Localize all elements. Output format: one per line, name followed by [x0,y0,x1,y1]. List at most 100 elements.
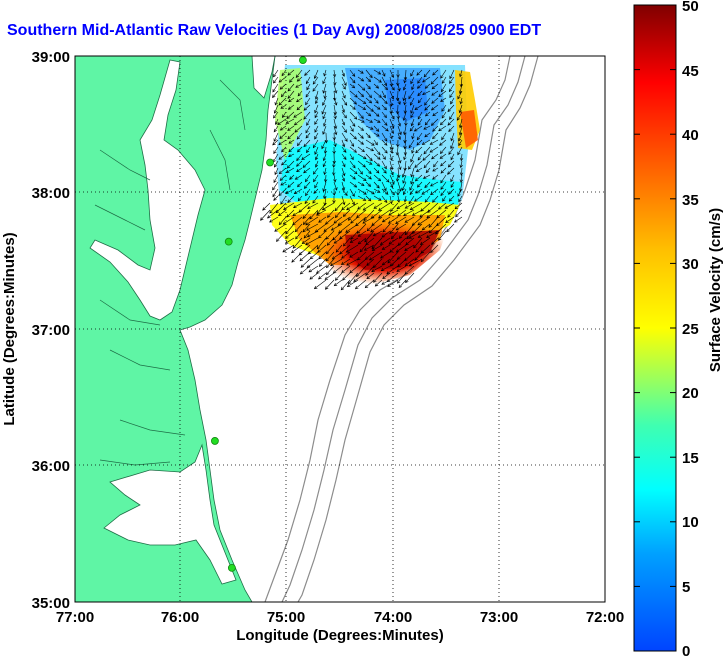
velocity-arrow [417,97,423,104]
velocity-arrow [413,125,423,132]
velocity-arrow [395,244,407,253]
velocity-arrow [373,111,380,117]
velocity-arrow [373,90,382,98]
velocity-arrow [312,167,319,175]
radar-station-marker [266,158,274,167]
velocity-arrow [431,237,439,245]
velocity-arrow [341,174,346,182]
velocity-arrow [305,237,319,246]
velocity-arrow [346,202,359,211]
velocity-arrow [428,216,439,228]
velocity-arrow [424,97,431,106]
velocity-arrow [441,104,447,112]
velocity-arrow [424,111,431,117]
velocity-arrow [370,223,383,233]
velocity-arrow [341,90,346,99]
velocity-arrow [396,139,400,148]
velocity-arrow [410,118,415,127]
velocity-arrow [302,223,311,233]
velocity-arrow [273,69,279,78]
velocity-arrow [357,202,367,210]
velocity-arrow [333,216,343,224]
velocity-arrow [440,69,447,79]
velocity-arrow [388,237,399,245]
velocity-arrow [296,139,303,147]
velocity-arrow [397,237,407,246]
velocity-arrow [371,237,383,250]
velocity-arrow [459,153,464,162]
velocity-arrow [281,160,287,166]
velocity-arrow [374,279,383,287]
velocity-arrow [322,153,327,162]
velocity-arrow [332,167,336,176]
velocity-arrow [396,265,407,272]
velocity-arrow [457,188,463,197]
velocity-arrow [287,181,295,188]
velocity-arrow [389,104,393,114]
map-plot-area[interactable] [75,56,605,602]
velocity-arrow [314,97,319,105]
velocity-arrow [357,118,365,123]
velocity-arrow [272,139,279,146]
velocity-arrow [381,160,387,170]
velocity-arrow [346,258,359,266]
velocity-arrow [349,118,356,127]
velocity-arrow [316,202,327,215]
velocity-arrow [366,272,375,280]
velocity-arrow [325,244,335,255]
velocity-arrow [436,209,447,219]
velocity-arrow [430,244,439,253]
velocity-arrow [382,272,391,280]
velocity-arrow [349,251,359,258]
velocity-arrow [410,153,415,163]
velocity-arrow [332,146,336,155]
velocity-arrow [357,160,366,168]
velocity-arrow [349,132,357,140]
velocity-arrow [332,265,343,274]
velocity-arrow [305,76,311,85]
velocity-arrow [262,202,271,211]
velocity-arrow [341,139,346,148]
velocity-arrow [283,202,295,210]
velocity-arrow [378,202,391,211]
velocity-arrow [272,83,279,93]
velocity-arrow [324,272,335,280]
velocity-arrow [313,174,319,183]
velocity-arrow [381,258,391,266]
velocity-arrow [260,209,271,221]
velocity-arrow [362,202,375,211]
velocity-arrow [439,146,447,155]
velocity-arrow [449,76,455,84]
velocity-arrow [410,76,415,85]
velocity-arrow [316,209,327,216]
velocity-arrow [417,216,431,226]
velocity-arrow [381,90,386,99]
velocity-arrow [381,195,388,204]
velocity-arrow [327,209,335,218]
velocity-arrow [294,174,303,180]
velocity-arrow [323,146,328,154]
velocity-arrow [441,132,447,141]
velocity-arrow [395,146,400,156]
velocity-arrow [389,139,394,151]
velocity-arrow [424,181,431,189]
velocity-arrow [395,223,407,231]
velocity-arrow [382,223,391,233]
velocity-arrow [288,146,295,153]
velocity-arrow [318,251,327,260]
velocity-arrow [397,258,407,268]
velocity-arrow [279,125,287,131]
velocity-arrow [294,125,303,133]
velocity-arrow [402,83,407,91]
velocity-arrow [459,167,464,176]
velocity-arrow [332,69,337,78]
velocity-arrow [391,230,399,240]
velocity-arrow [333,181,338,191]
velocity-arrow [317,230,327,239]
velocity-arrow [372,230,383,237]
velocity-arrow [396,272,407,284]
velocity-arrow [278,76,287,83]
velocity-arrow [431,97,439,104]
velocity-arrow [403,209,415,216]
